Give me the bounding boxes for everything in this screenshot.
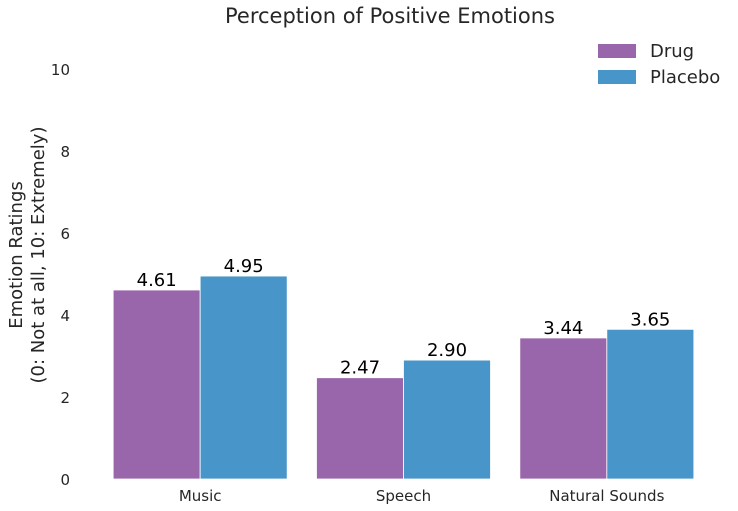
bar-placebo-speech bbox=[403, 359, 491, 480]
data-label: 3.65 bbox=[630, 309, 670, 330]
data-label: 3.44 bbox=[543, 318, 583, 339]
legend-swatch bbox=[598, 70, 636, 84]
legend-swatch bbox=[598, 44, 636, 58]
y-tick-label: 2 bbox=[60, 389, 70, 407]
bar-drug-natural-sounds bbox=[519, 337, 608, 480]
x-axis-ticks: Music Speech Natural Sounds bbox=[179, 487, 665, 505]
bar-drug-speech bbox=[316, 377, 404, 480]
data-labels: 4.61 4.95 2.47 2.90 3.44 3.65 bbox=[137, 256, 671, 379]
y-tick-label: 8 bbox=[60, 143, 70, 161]
data-label: 2.47 bbox=[340, 358, 380, 379]
y-tick-label: 4 bbox=[60, 307, 70, 325]
bar-placebo-natural-sounds bbox=[606, 328, 695, 480]
y-axis-label: Emotion Ratings (0: Not at all, 10: Extr… bbox=[6, 127, 49, 384]
y-tick-label: 0 bbox=[60, 471, 70, 489]
legend: Drug Placebo bbox=[598, 41, 720, 88]
y-tick-label: 6 bbox=[60, 225, 70, 243]
legend-label: Drug bbox=[650, 41, 694, 62]
y-axis-label-line-1: Emotion Ratings bbox=[6, 181, 27, 329]
data-label: 4.61 bbox=[137, 270, 177, 291]
y-tick-label: 10 bbox=[51, 61, 70, 79]
bar-drug-music bbox=[112, 289, 201, 480]
data-label: 4.95 bbox=[224, 256, 264, 277]
y-axis-label-line-2: (0: Not at all, 10: Extremely) bbox=[28, 127, 49, 384]
legend-label: Placebo bbox=[650, 67, 720, 88]
x-tick-label: Natural Sounds bbox=[549, 487, 664, 505]
chart-title: Perception of Positive Emotions bbox=[225, 4, 555, 28]
bar-placebo-music bbox=[199, 275, 288, 480]
x-tick-label: Speech bbox=[376, 487, 431, 505]
x-tick-label: Music bbox=[179, 487, 222, 505]
data-label: 2.90 bbox=[427, 340, 467, 361]
y-axis-ticks: 0 2 4 6 8 10 bbox=[51, 61, 70, 489]
bars bbox=[112, 275, 695, 480]
